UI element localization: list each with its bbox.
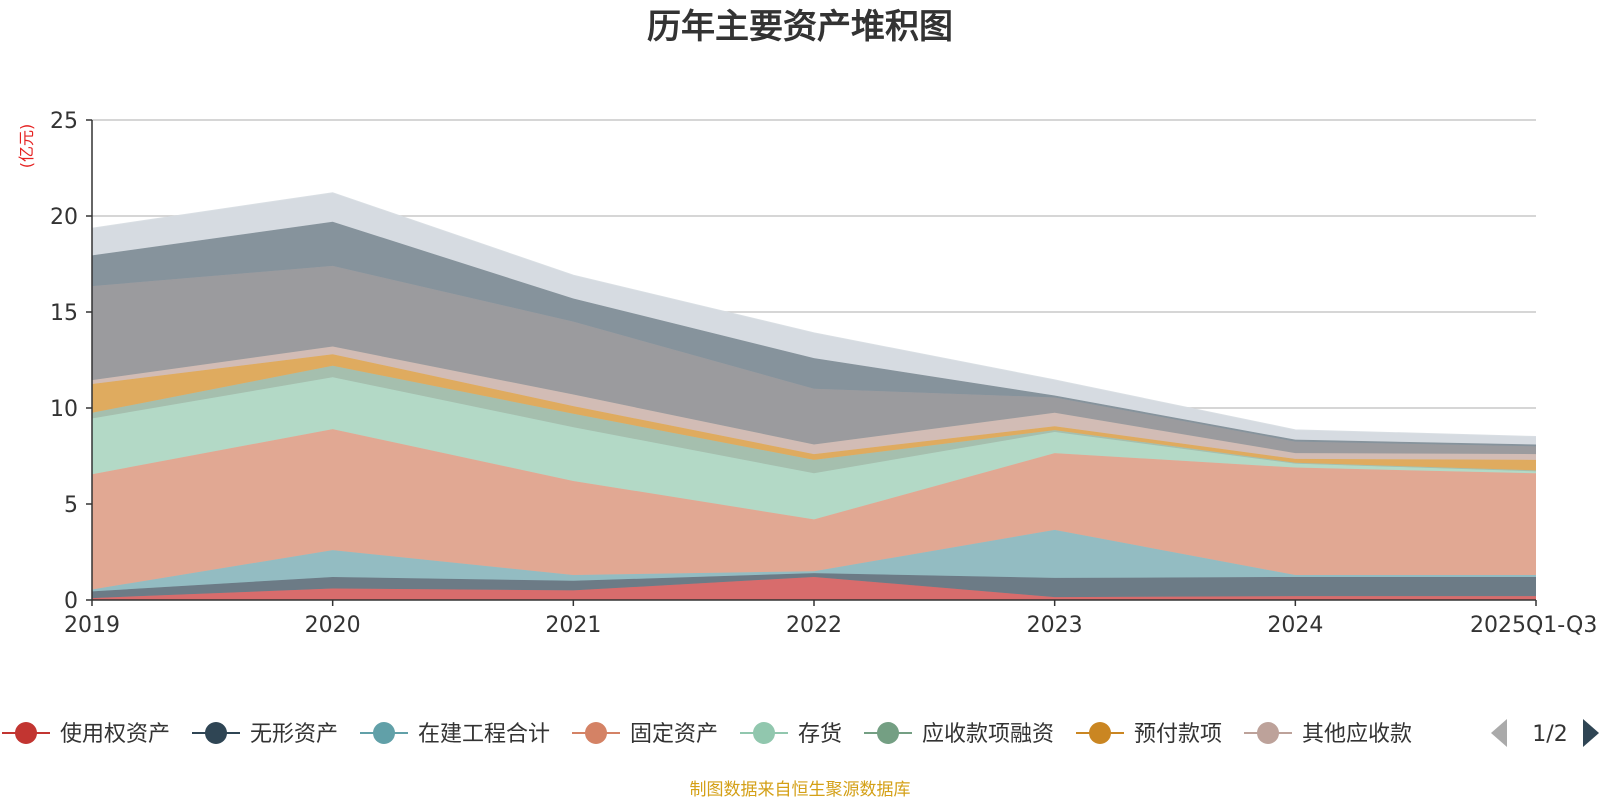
axes: 0 5 10 15 20 25 2019 2020 2021 2022 2023 2024 2025Q1… xyxy=(50,109,1597,638)
legend-marker xyxy=(1257,722,1279,744)
legend-label: 无形资产 xyxy=(250,722,338,747)
legend-next-page-icon[interactable] xyxy=(1583,719,1599,747)
x-tick-label: 2024 xyxy=(1267,613,1323,638)
legend-marker xyxy=(373,722,395,744)
legend-marker xyxy=(15,722,37,744)
y-tick-label: 10 xyxy=(50,397,78,422)
series-line-应收账款 xyxy=(91,192,1537,438)
legend-marker xyxy=(205,722,227,744)
area-应收账款 xyxy=(92,192,1536,445)
x-tick-label: 2022 xyxy=(786,613,842,638)
legend-prev-page-icon[interactable] xyxy=(1491,719,1507,747)
x-tick-label: 2025Q1-Q3 xyxy=(1470,613,1597,638)
legend-page-indicator: 1/2 xyxy=(1532,722,1567,747)
legend-marker xyxy=(877,722,899,744)
area-其他 xyxy=(92,265,1536,455)
area-series-group xyxy=(91,192,1537,600)
area-使用权资产 xyxy=(92,576,1536,600)
area-其他应收款 xyxy=(92,346,1536,460)
legend-item-预付款项[interactable]: 预付款项 xyxy=(1076,722,1222,747)
y-tick-label: 0 xyxy=(64,589,78,614)
x-tick-label: 2021 xyxy=(545,613,601,638)
area-存货 xyxy=(92,377,1536,520)
legend-item-其他应收款[interactable]: 其他应收款 xyxy=(1244,722,1412,747)
y-tick-label: 20 xyxy=(50,205,78,230)
legend-item-应收款项融资[interactable]: 应收款项融资 xyxy=(864,722,1054,747)
area-固定资产 xyxy=(92,429,1536,590)
legend-label: 固定资产 xyxy=(630,722,718,747)
legend-marker xyxy=(1089,722,1111,744)
x-tick-label: 2019 xyxy=(64,613,120,638)
x-tick-label: 2023 xyxy=(1027,613,1083,638)
legend-label: 应收款项融资 xyxy=(922,722,1054,747)
legend-label: 预付款项 xyxy=(1134,722,1222,747)
legend-label: 在建工程合计 xyxy=(418,722,550,747)
y-axis-unit-label: (亿元) xyxy=(17,124,36,169)
data-source-note: 制图数据来自恒生聚源数据库 xyxy=(690,780,911,800)
legend-item-无形资产[interactable]: 无形资产 xyxy=(192,722,338,747)
legend-item-存货[interactable]: 存货 xyxy=(740,722,842,747)
chart-title: 历年主要资产堆积图 xyxy=(647,7,953,47)
legend-label: 使用权资产 xyxy=(60,722,170,747)
legend-item-使用权资产[interactable]: 使用权资产 xyxy=(2,722,170,747)
y-tick-label: 5 xyxy=(64,493,78,518)
legend-item-在建工程合计[interactable]: 在建工程合计 xyxy=(360,722,550,747)
area-货币资金 xyxy=(92,221,1536,447)
legend-marker xyxy=(585,722,607,744)
legend-marker xyxy=(753,722,775,744)
area-在建工程合计 xyxy=(92,529,1536,592)
y-tick-label: 25 xyxy=(50,109,78,134)
area-预付款项 xyxy=(92,354,1536,471)
legend-label: 存货 xyxy=(798,722,842,747)
legend: 使用权资产 无形资产 在建工程合计 固定资产 存货 应收款项融资 预付款项 其他应收款 1/2 xyxy=(2,712,1600,756)
legend-item-固定资产[interactable]: 固定资产 xyxy=(572,722,718,747)
legend-label: 其他应收款 xyxy=(1302,722,1412,747)
x-tick-label: 2020 xyxy=(305,613,361,638)
y-tick-label: 15 xyxy=(50,301,78,326)
